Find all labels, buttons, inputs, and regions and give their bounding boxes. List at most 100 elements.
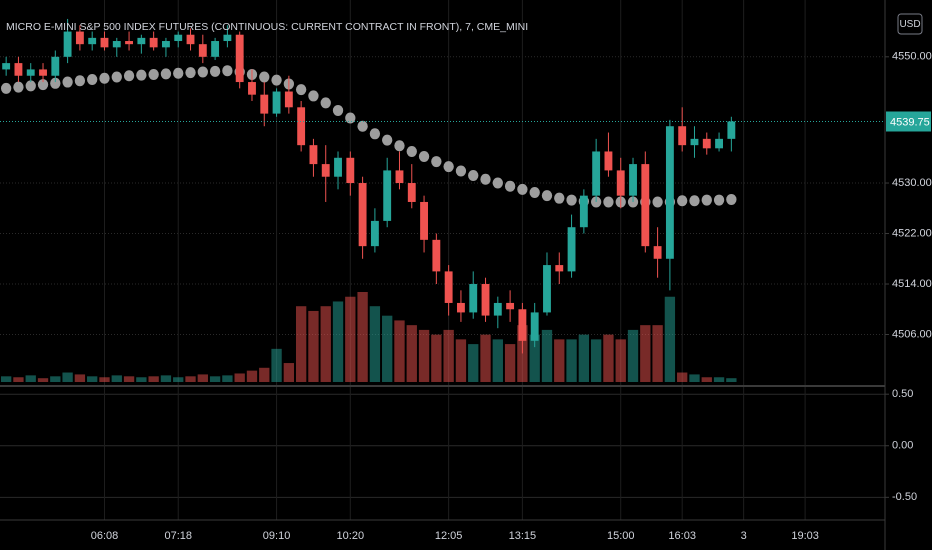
candle-body [518, 309, 527, 341]
candle-body [579, 195, 588, 228]
volume-bar [332, 301, 344, 382]
ma-dot [148, 68, 159, 80]
x-tick-label: 13:15 [509, 530, 537, 542]
ma-dot [529, 187, 540, 198]
ma-dot [566, 194, 577, 206]
volume-bar [50, 376, 61, 382]
ma-dot [332, 104, 344, 116]
ma-dot [492, 177, 503, 189]
ma-dot [480, 173, 491, 185]
candle-body [137, 37, 146, 45]
volume-bar [726, 378, 737, 382]
volume-bar [99, 377, 110, 382]
candle-body [444, 271, 453, 303]
ma-dot [320, 97, 331, 109]
ma-dot [25, 80, 36, 92]
candle-body [395, 170, 404, 184]
ma-dot [541, 190, 553, 202]
x-tick-label: 15:00 [607, 530, 635, 542]
ma-dot [271, 74, 282, 86]
candle-body [149, 37, 158, 48]
ma-dot [468, 169, 479, 181]
candle-body [309, 145, 318, 165]
candle-body [14, 63, 23, 76]
candle-body [678, 126, 687, 146]
last-price-label: 4539.75 [890, 116, 930, 128]
ma-dot [295, 84, 307, 96]
ma-dot [504, 180, 516, 192]
ma-dot [431, 156, 442, 168]
candle-body [2, 63, 11, 70]
volume-bar [529, 334, 540, 382]
candle-body [530, 312, 539, 341]
candle-body [334, 157, 342, 177]
candle-body [481, 284, 490, 316]
ma-dot [726, 193, 737, 205]
volume-bar [517, 325, 528, 382]
candle-body [51, 56, 60, 76]
x-tick-label: 06:08 [91, 530, 119, 542]
volume-bar [283, 363, 295, 382]
ma-dot [209, 65, 221, 77]
volume-bar [0, 376, 12, 382]
chart-title: MICRO E-MINI S&P 500 INDEX FUTURES (CONT… [6, 21, 528, 33]
ma-dot [160, 68, 172, 80]
volume-bar [640, 325, 651, 382]
candle-body [297, 107, 306, 146]
x-tick-label: 12:05 [435, 530, 463, 542]
y-tick-label: 4550.00 [892, 51, 932, 63]
candle-body [653, 246, 662, 259]
currency-label[interactable]: USD [899, 19, 920, 30]
volume-bar [308, 310, 319, 382]
candle-body [321, 164, 330, 177]
candle-body [358, 183, 367, 247]
ma-dot [689, 195, 700, 207]
x-tick-label: 09:10 [263, 530, 291, 542]
ma-dot [87, 74, 98, 86]
volume-bar [541, 329, 553, 382]
volume-bar [382, 315, 393, 382]
volume-bar [578, 334, 590, 382]
ma-dot [652, 196, 663, 208]
ma-dot [50, 77, 61, 89]
ma-dot [37, 79, 49, 91]
ma-dot [369, 128, 381, 140]
volume-bar [492, 339, 503, 382]
candle-body [75, 31, 84, 45]
candle-body [407, 183, 416, 202]
volume-bar [615, 339, 626, 382]
volume-bar [627, 329, 639, 382]
candle-body [26, 69, 35, 76]
volume-bar [701, 377, 712, 382]
candle-body [592, 151, 601, 196]
ma-dot [701, 194, 712, 206]
currency-badge[interactable] [897, 13, 923, 35]
x-tick-label: 19:03 [791, 530, 819, 542]
ma-dot [74, 75, 86, 87]
candle-body [543, 265, 551, 313]
ma-dot [197, 66, 208, 78]
candle-body [715, 138, 723, 149]
y-tick-label: 4506.00 [892, 328, 932, 340]
candle-body [370, 220, 379, 247]
volume-bar [603, 334, 614, 382]
y-tick-label: -0.50 [892, 491, 917, 503]
candle-body [555, 265, 564, 272]
plot [0, 18, 737, 382]
volume-bar [271, 348, 282, 382]
grid [0, 0, 885, 520]
volume-bar [259, 367, 270, 382]
volume-bar [74, 374, 86, 382]
volume-bar [689, 374, 700, 382]
volume-bar [320, 306, 331, 382]
volume-bar [222, 375, 233, 382]
x-tick-label: 07:18 [164, 530, 192, 542]
candle-body [112, 41, 121, 48]
ma-dot [0, 82, 12, 94]
x-tick-label: 16:03 [668, 530, 696, 542]
volume-bar [443, 329, 454, 382]
volume-bar [664, 296, 676, 382]
candle-body [100, 37, 109, 48]
candle-body [506, 302, 515, 310]
